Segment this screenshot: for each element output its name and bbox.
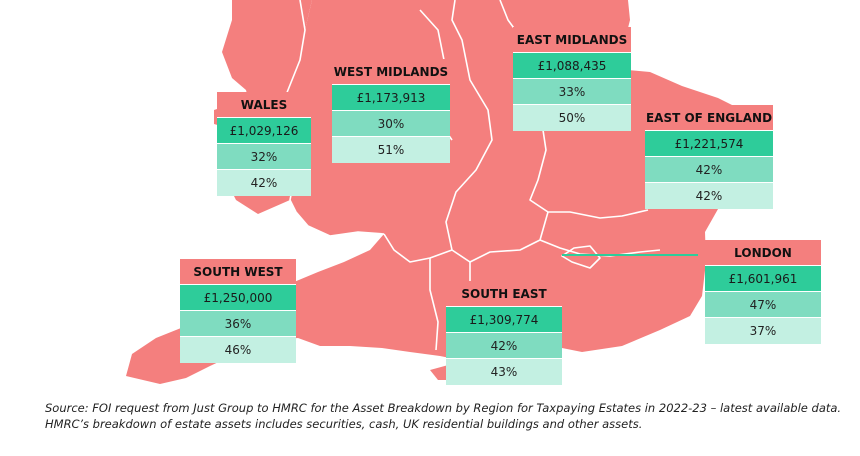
region-name: SOUTH WEST [180,259,296,285]
region-percentage-2: 43% [446,359,562,385]
region-percentage-2: 42% [645,183,773,209]
region-value: £1,250,000 [180,285,296,311]
region-percentage-1: 42% [645,157,773,183]
region-percentage-2: 51% [332,137,450,163]
source-note: Source: FOI request from Just Group to H… [45,400,855,432]
region-percentage-1: 42% [446,333,562,359]
region-percentage-1: 32% [217,144,311,170]
region-card-south-west: SOUTH WEST £1,250,000 36% 46% [180,259,296,363]
region-percentage-2: 37% [705,318,821,344]
region-value: £1,601,961 [705,266,821,292]
region-value: £1,221,574 [645,131,773,157]
region-value: £1,029,126 [217,118,311,144]
region-name: EAST MIDLANDS [513,27,631,53]
region-percentage-1: 36% [180,311,296,337]
region-percentage-2: 46% [180,337,296,363]
region-value: £1,309,774 [446,307,562,333]
source-line-2: HMRC’s breakdown of estate assets includ… [45,417,643,431]
region-percentage-1: 33% [513,79,631,105]
region-name: WEST MIDLANDS [332,59,450,85]
region-name: EAST OF ENGLAND [645,105,773,131]
region-card-east-of-england: EAST OF ENGLAND £1,221,574 42% 42% [645,105,773,209]
region-value: £1,173,913 [332,85,450,111]
region-percentage-1: 30% [332,111,450,137]
region-card-wales: WALES £1,029,126 32% 42% [217,92,311,196]
region-name: LONDON [705,240,821,266]
region-card-south-east: SOUTH EAST £1,309,774 42% 43% [446,281,562,385]
region-value: £1,088,435 [513,53,631,79]
region-card-london: LONDON £1,601,961 47% 37% [705,240,821,344]
region-card-east-midlands: EAST MIDLANDS £1,088,435 33% 50% [513,27,631,131]
region-percentage-1: 47% [705,292,821,318]
region-percentage-2: 50% [513,105,631,131]
region-card-west-midlands: WEST MIDLANDS £1,173,913 30% 51% [332,59,450,163]
region-percentage-2: 42% [217,170,311,196]
source-line-1: Source: FOI request from Just Group to H… [45,401,842,415]
region-name: SOUTH EAST [446,281,562,307]
region-name: WALES [217,92,311,118]
